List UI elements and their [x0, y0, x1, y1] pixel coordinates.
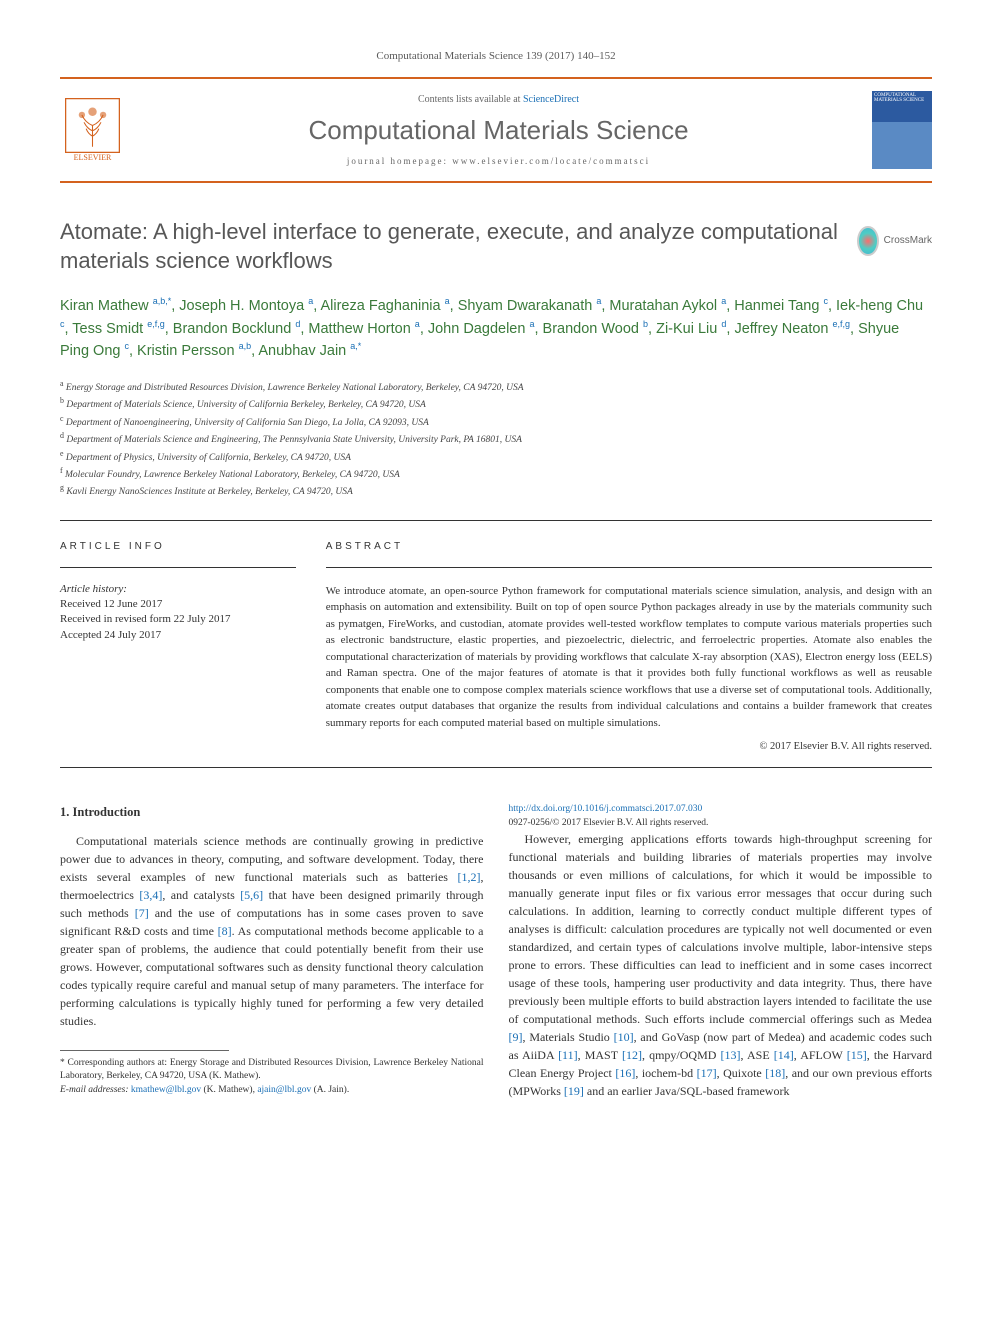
- crossmark-icon: [857, 226, 879, 256]
- citation[interactable]: [15]: [847, 1048, 867, 1062]
- article-body: 1. Introduction Computational materials …: [60, 803, 932, 1108]
- affiliation-item: f Molecular Foundry, Lawrence Berkeley N…: [60, 465, 932, 482]
- journal-name: Computational Materials Science: [125, 115, 872, 146]
- elsevier-logo: ELSEVIER: [60, 93, 125, 168]
- elsevier-label: ELSEVIER: [74, 153, 112, 162]
- article-history-label: Article history:: [60, 583, 296, 595]
- citation[interactable]: [14]: [774, 1048, 794, 1062]
- author-list: Kiran Mathew a,b,*, Joseph H. Montoya a,…: [60, 295, 932, 363]
- info-abstract-row: ARTICLE INFO Article history: Received 1…: [60, 541, 932, 753]
- contents-available-line: Contents lists available at ScienceDirec…: [125, 94, 872, 105]
- divider: [60, 520, 932, 521]
- abstract-text: We introduce atomate, an open-source Pyt…: [326, 583, 932, 732]
- citation[interactable]: [17]: [697, 1066, 717, 1080]
- article-title: Atomate: A high-level interface to gener…: [60, 218, 932, 275]
- history-accepted: Accepted 24 July 2017: [60, 628, 296, 643]
- affiliation-item: d Department of Materials Science and En…: [60, 430, 932, 447]
- affiliation-list: a Energy Storage and Distributed Resourc…: [60, 378, 932, 500]
- citation[interactable]: [9]: [509, 1030, 523, 1044]
- affiliation-item: a Energy Storage and Distributed Resourc…: [60, 378, 932, 395]
- citation[interactable]: [1,2]: [458, 870, 481, 884]
- page-container: Computational Materials Science 139 (201…: [0, 0, 992, 1158]
- history-received: Received 12 June 2017: [60, 597, 296, 612]
- email-link[interactable]: kmathew@lbl.gov: [131, 1085, 201, 1095]
- abstract-column: ABSTRACT We introduce atomate, an open-s…: [326, 541, 932, 753]
- corresponding-footnote: * Corresponding authors at: Energy Stora…: [60, 1057, 484, 1097]
- homepage-url[interactable]: www.elsevier.com/locate/commatsci: [452, 156, 650, 166]
- citation[interactable]: [11]: [558, 1048, 578, 1062]
- email-link[interactable]: ajain@lbl.gov: [257, 1085, 311, 1095]
- journal-reference: Computational Materials Science 139 (201…: [60, 50, 932, 62]
- article-info-column: ARTICLE INFO Article history: Received 1…: [60, 541, 296, 753]
- divider: [60, 767, 932, 768]
- divider: [326, 567, 932, 568]
- citation[interactable]: [12]: [622, 1048, 642, 1062]
- email-line: E-mail addresses: kmathew@lbl.gov (K. Ma…: [60, 1084, 484, 1097]
- affiliation-item: e Department of Physics, University of C…: [60, 448, 932, 465]
- footnote-divider: [60, 1050, 229, 1051]
- journal-header: ELSEVIER Contents lists available at Sci…: [60, 77, 932, 183]
- citation[interactable]: [10]: [614, 1030, 634, 1044]
- citation[interactable]: [3,4]: [139, 888, 162, 902]
- doi-link[interactable]: http://dx.doi.org/10.1016/j.commatsci.20…: [509, 804, 703, 814]
- affiliation-item: g Kavli Energy NanoSciences Institute at…: [60, 482, 932, 499]
- citation[interactable]: [13]: [721, 1048, 741, 1062]
- intro-paragraph-1: Computational materials science methods …: [60, 832, 484, 1030]
- affiliation-item: c Department of Nanoengineering, Univers…: [60, 413, 932, 430]
- intro-heading: 1. Introduction: [60, 803, 484, 822]
- journal-homepage: journal homepage: www.elsevier.com/locat…: [125, 156, 872, 166]
- article-info-heading: ARTICLE INFO: [60, 541, 296, 552]
- elsevier-tree-icon: [65, 98, 120, 153]
- citation[interactable]: [16]: [615, 1066, 635, 1080]
- journal-cover-thumbnail: COMPUTATIONAL MATERIALS SCIENCE: [872, 91, 932, 169]
- sciencedirect-link[interactable]: ScienceDirect: [523, 94, 579, 105]
- citation[interactable]: [7]: [135, 906, 149, 920]
- abstract-copyright: © 2017 Elsevier B.V. All rights reserved…: [326, 741, 932, 752]
- citation[interactable]: [8]: [218, 924, 232, 938]
- abstract-heading: ABSTRACT: [326, 541, 932, 552]
- divider: [60, 567, 296, 568]
- affiliation-item: b Department of Materials Science, Unive…: [60, 395, 932, 412]
- citation[interactable]: [18]: [765, 1066, 785, 1080]
- citation[interactable]: [19]: [564, 1084, 584, 1098]
- crossmark-badge[interactable]: CrossMark: [857, 223, 932, 258]
- page-footer: http://dx.doi.org/10.1016/j.commatsci.20…: [509, 803, 933, 830]
- history-revised: Received in revised form 22 July 2017: [60, 612, 296, 627]
- citation[interactable]: [5,6]: [240, 888, 263, 902]
- issn-copyright: 0927-0256/© 2017 Elsevier B.V. All right…: [509, 817, 933, 830]
- intro-paragraph-2: However, emerging applications efforts t…: [509, 830, 933, 1100]
- header-center: Contents lists available at ScienceDirec…: [125, 94, 872, 166]
